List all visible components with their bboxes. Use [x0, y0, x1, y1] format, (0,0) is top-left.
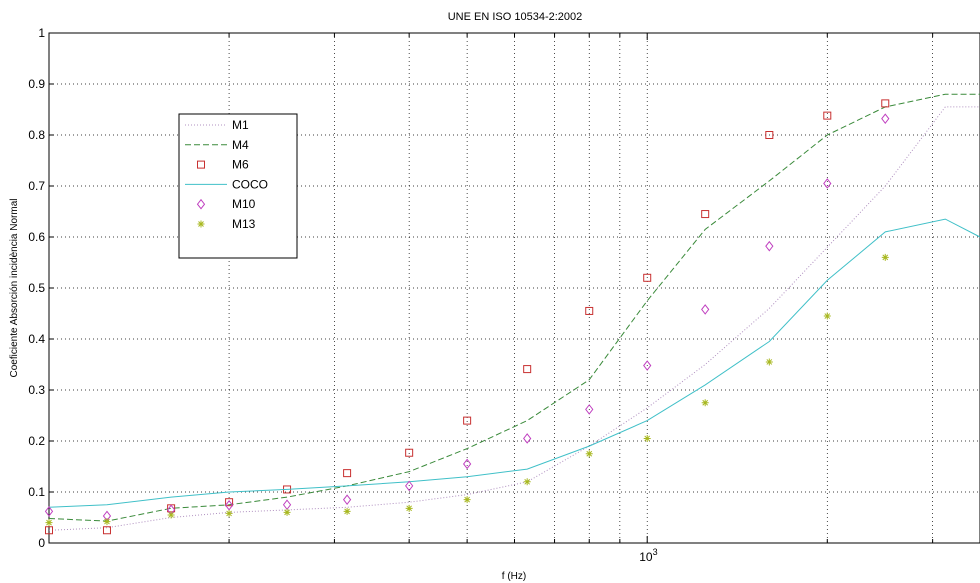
- series-m13-point: [167, 511, 175, 519]
- legend-m13-label: M13: [232, 217, 256, 231]
- series-m13-point: [343, 507, 351, 515]
- legend-m4-label: M4: [232, 138, 249, 152]
- series-m13-point: [585, 450, 593, 458]
- y-tick-label: 0.9: [28, 77, 45, 91]
- y-tick-label: 0.2: [28, 434, 45, 448]
- y-axis-label: Coeficiente Absorción incidència Normal: [9, 199, 20, 378]
- y-tick-label: 0.3: [28, 383, 45, 397]
- series-m6-point: [881, 99, 890, 108]
- y-tick-label: 0: [38, 536, 45, 550]
- series-m6-point: [102, 526, 111, 535]
- series-m6-point: [701, 210, 710, 219]
- series-m13-point: [701, 399, 709, 407]
- chart-title: UNE EN ISO 10534-2:2002: [448, 11, 583, 23]
- series-m10-point: [881, 113, 890, 124]
- y-tick-label: 0.7: [28, 179, 45, 193]
- series-coco-line: [49, 218, 980, 508]
- series-m13-point: [765, 358, 773, 366]
- series-m6-point: [45, 526, 53, 535]
- legend-m13-symbol: [197, 220, 205, 228]
- x-tick-label: 103: [639, 547, 657, 564]
- y-tick-label: 1: [38, 26, 45, 40]
- series-m13-point: [643, 434, 651, 442]
- series-m10-point: [765, 240, 774, 252]
- series-m6-point: [585, 306, 594, 315]
- series-m6-point: [343, 469, 352, 478]
- y-tick-label: 0.8: [28, 128, 45, 142]
- series-m13-point: [405, 504, 413, 512]
- legend-m6-label: M6: [232, 158, 249, 172]
- series-m10-point: [44, 506, 54, 517]
- series-m10-point: [405, 480, 414, 492]
- series-m10-point: [224, 499, 234, 511]
- legend-box: [178, 113, 298, 259]
- series-m4-line: [49, 93, 980, 522]
- series-m6-point: [823, 111, 832, 120]
- series-m6-point: [765, 131, 774, 139]
- x-axis-label: f (Hz): [502, 571, 526, 582]
- series-m13-point: [523, 478, 531, 486]
- series-m10-point: [523, 433, 532, 444]
- series-m13-point: [103, 518, 111, 526]
- y-tick-label: 0.6: [28, 230, 45, 244]
- legend-m10-symbol: [196, 198, 206, 210]
- y-tick-label: 0.5: [28, 281, 45, 295]
- series-m10-point: [701, 304, 710, 315]
- legend-m6-symbol: [197, 160, 205, 169]
- y-tick-label: 0.1: [28, 485, 45, 499]
- series-m6-point: [225, 498, 234, 507]
- series-m13-point: [45, 519, 53, 527]
- series-m13-point: [881, 253, 889, 261]
- legend: M1 M4 M6 COCO M10 M13: [178, 113, 298, 259]
- y-tick-label: 0.4: [28, 332, 45, 346]
- series-m10-point: [643, 360, 652, 371]
- series-m13-point: [225, 509, 233, 517]
- legend-m10-label: M10: [232, 197, 256, 211]
- series-m10-point: [342, 494, 352, 505]
- series-m6-point: [405, 448, 414, 457]
- series-m13-point: [823, 312, 831, 320]
- legend-coco-label: COCO: [232, 177, 268, 191]
- series-m6-point: [463, 416, 472, 425]
- series-m10-point: [585, 404, 594, 415]
- series-m13-point: [283, 508, 291, 516]
- series-m10-point: [462, 458, 472, 470]
- series-m13-point: [463, 496, 471, 504]
- series-m6-point: [643, 273, 652, 282]
- legend-m1-label: M1: [232, 118, 249, 132]
- series-m6-point: [523, 365, 532, 374]
- series-m10-point: [823, 178, 832, 189]
